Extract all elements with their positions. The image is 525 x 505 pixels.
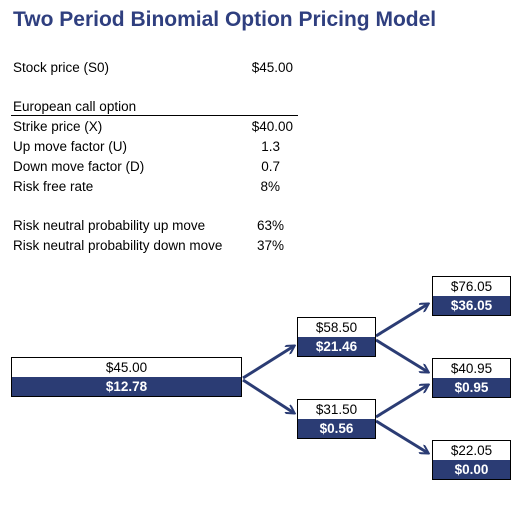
strike-price-label: Strike price (X) <box>13 119 103 134</box>
node-downdown-stock: $22.05 <box>450 443 493 458</box>
down-factor-label: Down move factor (D) <box>13 159 145 174</box>
prob-down-value: 37% <box>256 238 284 253</box>
node-upup: $76.05 $36.05 <box>432 276 511 316</box>
risk-free-rate-value: 8% <box>260 179 280 194</box>
prob-up-label: Risk neutral probability up move <box>13 218 206 233</box>
arrow-up-to-upup <box>375 304 428 338</box>
node-upup-stock: $76.05 <box>450 279 493 294</box>
node-root: $45.00 $12.78 <box>11 357 242 397</box>
node-downdown-option: $0.00 <box>433 460 510 479</box>
node-up-stock: $58.50 <box>315 320 358 335</box>
arrow-root-to-down <box>242 378 294 413</box>
node-up-option: $21.46 <box>298 337 375 356</box>
node-down: $31.50 $0.56 <box>297 399 376 439</box>
node-downdown: $22.05 $0.00 <box>432 440 511 480</box>
down-factor-value: 0.7 <box>261 159 280 174</box>
node-upup-option: $36.05 <box>433 296 510 315</box>
strike-price-value: $40.00 <box>251 119 293 134</box>
arrow-down-to-updown <box>375 385 428 419</box>
arrow-root-to-up <box>242 346 294 380</box>
node-root-option: $12.78 <box>12 377 241 396</box>
node-updown-option: $0.95 <box>433 378 510 397</box>
node-updown-stock: $40.95 <box>450 361 493 376</box>
section-divider <box>11 115 298 116</box>
page-title: Two Period Binomial Option Pricing Model <box>13 8 437 31</box>
node-up: $58.50 $21.46 <box>297 317 376 357</box>
node-root-stock: $45.00 <box>105 360 148 375</box>
node-down-option: $0.56 <box>298 419 375 438</box>
risk-free-rate-label: Risk free rate <box>13 179 94 194</box>
node-updown: $40.95 $0.95 <box>432 358 511 398</box>
prob-up-value: 63% <box>256 218 284 233</box>
section-label: European call option <box>13 99 137 114</box>
arrow-up-to-updown <box>375 338 428 372</box>
prob-down-label: Risk neutral probability down move <box>13 238 223 253</box>
up-factor-label: Up move factor (U) <box>13 139 128 154</box>
node-down-stock: $31.50 <box>315 402 358 417</box>
up-factor-value: 1.3 <box>261 139 280 154</box>
arrow-down-to-downdown <box>375 419 428 453</box>
stock-price-label: Stock price (S0) <box>13 60 110 75</box>
stock-price-value: $45.00 <box>251 60 293 75</box>
